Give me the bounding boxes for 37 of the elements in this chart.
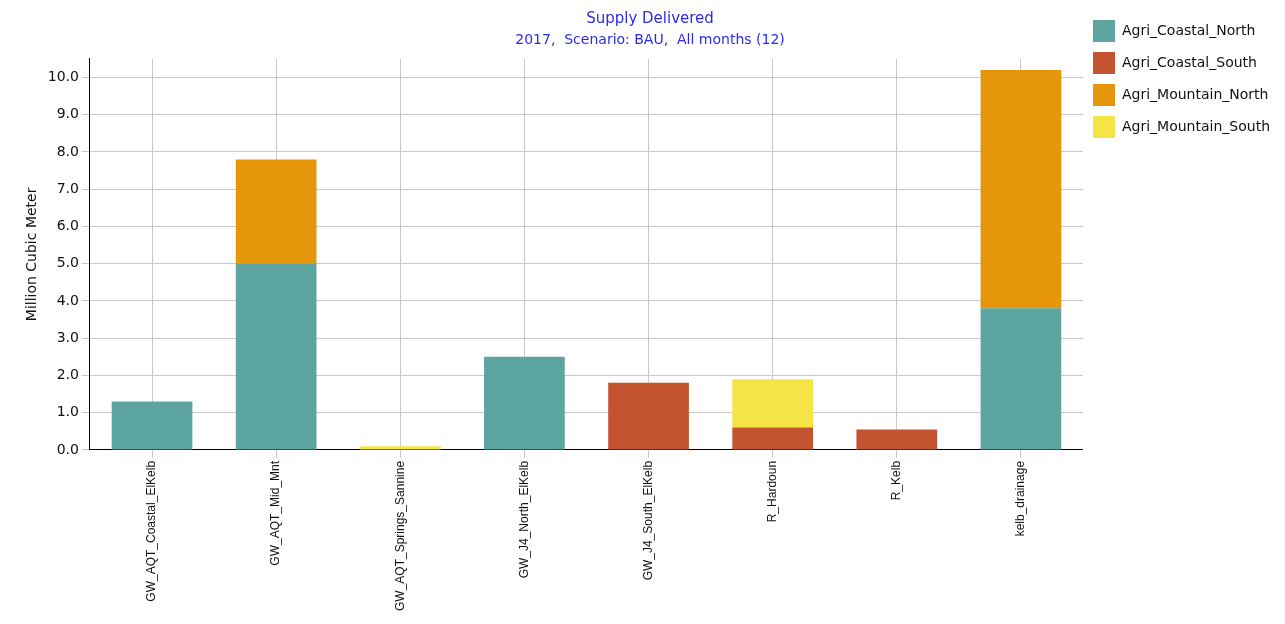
- y-tick-label: 10.0: [47, 68, 79, 85]
- bar: [235, 263, 317, 450]
- bar: [856, 429, 938, 450]
- y-tick-label: 6.0: [56, 217, 79, 234]
- x-tick-label: GW_J4_North_ElKelb: [516, 460, 531, 579]
- y-tick-label: 7.0: [56, 179, 79, 196]
- y-tick-label: 2.0: [56, 366, 79, 383]
- bar: [732, 379, 814, 428]
- x-tick-label: kelb_drainage: [1013, 460, 1028, 537]
- y-tick-label: 8.0: [56, 142, 79, 159]
- bar: [980, 69, 1062, 309]
- bar: [484, 356, 565, 450]
- bar: [359, 446, 441, 450]
- y-tick-label: 9.0: [56, 105, 79, 122]
- x-tick-label: R_Hardoun: [764, 460, 779, 523]
- chart-subtitle: 2017, Scenario: BAU, All months (12): [515, 31, 785, 48]
- legend-label: Agri_Coastal_North: [1121, 21, 1256, 38]
- x-tick-label: GW_AQT_Springs_Sannine: [392, 460, 407, 611]
- y-axis-title: Million Cubic Meter: [23, 187, 40, 322]
- x-tick-label: GW_AQT_Mid_Mnt: [268, 460, 283, 566]
- bar: [235, 159, 317, 264]
- bar: [732, 427, 814, 450]
- chart-title: Supply Delivered: [586, 8, 714, 27]
- y-tick-label: 1.0: [56, 403, 79, 420]
- x-tick-label: GW_AQT_Coastal_ElKelb: [144, 460, 159, 602]
- y-tick-label: 4.0: [56, 291, 79, 308]
- y-tick-label: 0.0: [56, 440, 79, 457]
- y-tick-label: 3.0: [56, 328, 79, 345]
- x-tick-label: GW_J4_South_ElKelb: [640, 460, 655, 581]
- x-tick-label: R_Kelb: [889, 460, 904, 501]
- bar: [111, 401, 193, 450]
- legend-label: Agri_Mountain_South: [1121, 117, 1271, 134]
- legend-label: Agri_Coastal_South: [1121, 53, 1257, 70]
- legend-label: Agri_Mountain_North: [1121, 85, 1269, 102]
- bar: [980, 308, 1062, 450]
- bar: [608, 382, 689, 450]
- y-tick-label: 5.0: [56, 254, 79, 271]
